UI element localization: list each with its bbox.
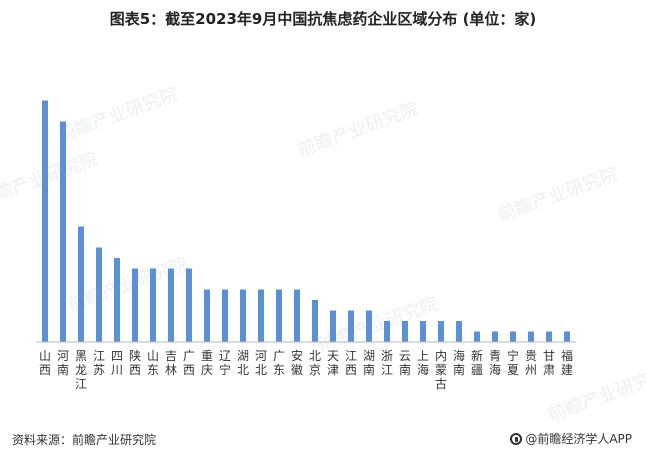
- bar-云南: [402, 321, 408, 342]
- x-tick-label-安徽: 安徽: [291, 348, 303, 377]
- x-tick-label-浙江: 浙江: [381, 349, 393, 377]
- x-tick-label-北京: 北京: [309, 349, 321, 377]
- x-tick-label-山东: 山东: [147, 349, 159, 377]
- brand-label: @前瞻经济学人APP: [525, 432, 632, 446]
- brand-logo-icon: [510, 432, 523, 445]
- x-tick-label-辽宁: 辽宁: [219, 349, 231, 377]
- bar-宁夏: [510, 331, 516, 342]
- bar-四川: [114, 258, 120, 342]
- watermark-0: 前瞻产业研究院: [55, 83, 181, 146]
- bar-甘肃: [546, 331, 552, 342]
- bar-湖北: [240, 289, 246, 342]
- x-tick-label-天津: 天津: [327, 349, 339, 377]
- watermark-2: 前瞻产业研究院: [495, 163, 621, 226]
- x-tick-label-广西: 广西: [183, 349, 195, 377]
- watermark-1: 前瞻产业研究院: [295, 98, 421, 161]
- bar-河北: [258, 289, 264, 342]
- x-tick-label-湖南: 湖南: [363, 348, 375, 377]
- x-tick-label-江苏: 江苏: [93, 349, 105, 377]
- x-tick-label-上海: 上海: [417, 349, 429, 377]
- x-tick-label-山西: 山西: [39, 349, 51, 377]
- bar-山东: [150, 268, 156, 342]
- x-tick-label-河北: 河北: [255, 349, 267, 377]
- bar-新疆: [474, 331, 480, 342]
- x-tick-label-宁夏: 宁夏: [507, 348, 519, 377]
- bar-江西: [348, 310, 354, 342]
- bar-吉林: [168, 268, 174, 342]
- bar-重庆: [204, 289, 210, 342]
- bar-黑龙江: [78, 226, 84, 342]
- bar-福建: [564, 331, 570, 342]
- bar-广西: [186, 268, 192, 342]
- x-tick-label-陕西: 陕西: [129, 348, 141, 377]
- x-tick-label-内蒙古: 内蒙古: [435, 349, 447, 391]
- x-tick-label-重庆: 重庆: [201, 349, 213, 377]
- bar-贵州: [528, 331, 534, 342]
- x-tick-label-湖北: 湖北: [237, 348, 249, 377]
- bar-山西: [42, 100, 48, 342]
- bar-陕西: [132, 268, 138, 342]
- x-tick-label-青海: 青海: [489, 349, 501, 377]
- bar-安徽: [294, 289, 300, 342]
- x-tick-label-广东: 广东: [273, 349, 285, 377]
- x-tick-label-黑龙江: 黑龙江: [75, 349, 87, 391]
- watermark-3: 前瞻产业研究院: [0, 148, 101, 211]
- bar-河南: [60, 121, 66, 342]
- source-note: 资料来源：前瞻产业研究院: [12, 433, 157, 447]
- x-tick-label-云南: 云南: [399, 349, 411, 377]
- bar-天津: [330, 310, 336, 342]
- bar-广东: [276, 289, 282, 342]
- x-tick-label-江西: 江西: [345, 349, 357, 377]
- x-tick-label-贵州: 贵州: [525, 349, 537, 377]
- bar-chart: 前瞻产业研究院 前瞻产业研究院前瞻产业研究院前瞻产业研究院前瞻产业研究院前瞻产业研…: [0, 83, 646, 420]
- x-tick-label-甘肃: 甘肃: [543, 349, 555, 377]
- bar-青海: [492, 331, 498, 342]
- bars-group: [42, 100, 570, 342]
- chart-title: 图表5：截至2023年9月中国抗焦虑药企业区域分布 (单位：家): [109, 10, 537, 28]
- bar-江苏: [96, 247, 102, 342]
- x-tick-label-海南: 海南: [453, 348, 465, 377]
- bar-海南: [456, 321, 462, 342]
- x-tick-label-吉林: 吉林: [165, 349, 177, 377]
- x-tick-label-新疆: 新疆: [471, 348, 483, 377]
- x-tick-label-福建: 福建: [561, 348, 573, 377]
- brand-credit: @前瞻经济学人APP: [510, 430, 632, 447]
- bar-内蒙古: [438, 321, 444, 342]
- bar-浙江: [384, 321, 390, 342]
- x-tick-labels: 山西河南黑龙江江苏四川陕西山东吉林广西重庆辽宁湖北河北广东安徽北京天津江西湖南浙…: [39, 348, 573, 391]
- bar-北京: [312, 300, 318, 342]
- bar-上海: [420, 321, 426, 342]
- bar-湖南: [366, 310, 372, 342]
- x-tick-label-河南: 河南: [57, 349, 69, 377]
- bar-辽宁: [222, 289, 228, 342]
- x-tick-label-四川: 四川: [111, 349, 123, 377]
